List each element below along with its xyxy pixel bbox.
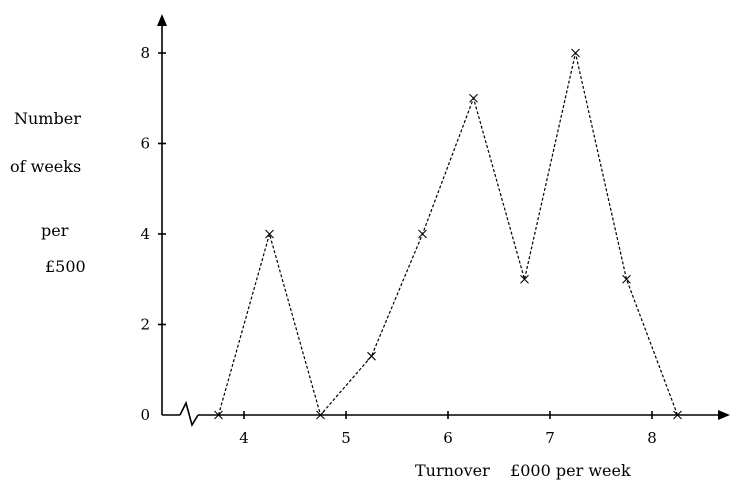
marker-stroke	[469, 93, 478, 103]
x-tick-label: 7	[545, 429, 555, 447]
y-axis-label-line-2: of weeks	[10, 157, 81, 176]
data-point-marker	[469, 93, 478, 103]
y-axis-arrow-icon	[157, 14, 167, 26]
y-tick-label: 2	[140, 316, 150, 334]
axes	[157, 14, 730, 428]
marker-stroke	[571, 48, 580, 58]
data-point-marker	[520, 274, 529, 284]
ticks: 4 5 6 7 8 0 2 4 6 8	[140, 44, 656, 447]
marker-stroke	[316, 410, 325, 420]
y-tick-label: 8	[140, 44, 150, 62]
data-point-marker	[316, 410, 325, 420]
marker-stroke	[214, 410, 223, 420]
x-tick-label: 6	[443, 429, 453, 447]
data-point-marker	[622, 274, 631, 284]
marker-stroke	[520, 274, 529, 284]
marker-stroke	[622, 274, 631, 284]
data-point-marker	[214, 410, 223, 420]
series-line	[217, 52, 679, 417]
series	[214, 48, 682, 420]
x-tick-label: 8	[647, 429, 657, 447]
y-tick-label: 6	[140, 135, 150, 153]
y-axis-label-line-1: Number	[14, 109, 81, 128]
y-axis-label-line-4: £500	[45, 257, 86, 276]
data-point-marker	[265, 229, 274, 239]
data-point-marker	[367, 351, 376, 361]
x-axis-arrow-icon	[718, 410, 730, 420]
x-axis-break	[179, 400, 199, 428]
data-point-marker	[418, 229, 427, 239]
marker-stroke	[418, 229, 427, 239]
data-point-marker	[571, 48, 580, 58]
marker-stroke	[265, 229, 274, 239]
y-axis-label-line-3: per	[41, 221, 69, 240]
marker-stroke	[673, 410, 682, 420]
x-tick-label: 4	[239, 429, 249, 447]
marker-stroke	[367, 351, 376, 361]
data-point-marker	[673, 410, 682, 420]
x-axis-label: Turnover £000 per week	[415, 461, 631, 480]
y-tick-label: 4	[140, 225, 150, 243]
y-tick-label: 0	[140, 406, 150, 424]
x-tick-label: 5	[341, 429, 351, 447]
axis-labels: Number of weeks per £500 Turnover £000 p…	[10, 109, 631, 480]
